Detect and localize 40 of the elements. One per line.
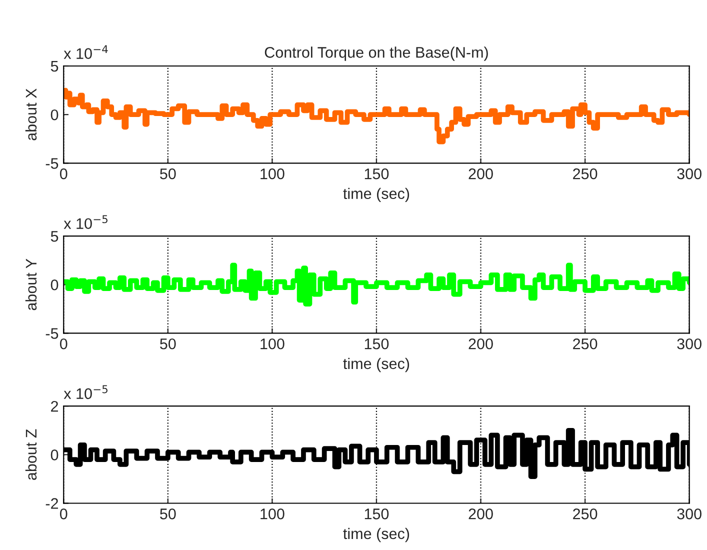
x-tick-label: 50 bbox=[160, 338, 176, 350]
y-tick-label: 0 bbox=[50, 109, 58, 120]
x-tick-label: 150 bbox=[364, 168, 389, 180]
y-axis-title: about X bbox=[25, 88, 37, 140]
text: x 10$^{−4}$ bbox=[64, 45, 108, 59]
text: x 10$^{−5}$ bbox=[64, 215, 108, 230]
x-axis-title: time (sec) bbox=[343, 358, 410, 372]
x-tick-label: 50 bbox=[160, 168, 176, 180]
y-tick-label: 5 bbox=[50, 231, 58, 242]
x-tick-label: 250 bbox=[573, 168, 598, 180]
chart-title: Control Torque on the Base(N-m) bbox=[264, 46, 488, 61]
y-tick-label: 2 bbox=[51, 400, 58, 412]
x-tick-label: 0 bbox=[60, 508, 68, 520]
y-axis-title: about Z bbox=[25, 429, 37, 480]
x-tick-label: 200 bbox=[468, 508, 493, 520]
y-tick-label: 0 bbox=[50, 450, 58, 460]
x-tick-label: 150 bbox=[364, 508, 389, 520]
y-tick-label: 0 bbox=[50, 279, 58, 290]
x-tick-label: 200 bbox=[468, 338, 493, 350]
x-tick-label: 100 bbox=[260, 338, 284, 350]
x-tick-label: 0 bbox=[60, 168, 68, 180]
x-axis-title: time (sec) bbox=[343, 188, 410, 202]
y-tick-label: -5 bbox=[46, 328, 58, 339]
x-tick-label: 250 bbox=[573, 508, 598, 520]
x-tick-label: 150 bbox=[364, 338, 389, 350]
x-tick-label: 300 bbox=[677, 168, 702, 180]
x-axis-title: time (sec) bbox=[343, 528, 410, 542]
x-tick-label: 50 bbox=[160, 508, 176, 520]
x-tick-label: 300 bbox=[677, 508, 702, 520]
y-tick-label: -5 bbox=[46, 158, 58, 169]
y-tick-label: -2 bbox=[46, 498, 58, 509]
y-tick-label: 5 bbox=[50, 61, 58, 72]
x-tick-label: 100 bbox=[260, 508, 284, 520]
x-tick-label: 0 bbox=[60, 338, 68, 350]
x-tick-label: 300 bbox=[677, 338, 702, 350]
x-tick-label: 250 bbox=[573, 338, 598, 350]
text: x 10$^{−5}$ bbox=[64, 385, 108, 400]
y-axis-title: about Y bbox=[25, 258, 37, 310]
x-tick-label: 100 bbox=[260, 168, 284, 180]
x-tick-label: 200 bbox=[468, 168, 493, 180]
